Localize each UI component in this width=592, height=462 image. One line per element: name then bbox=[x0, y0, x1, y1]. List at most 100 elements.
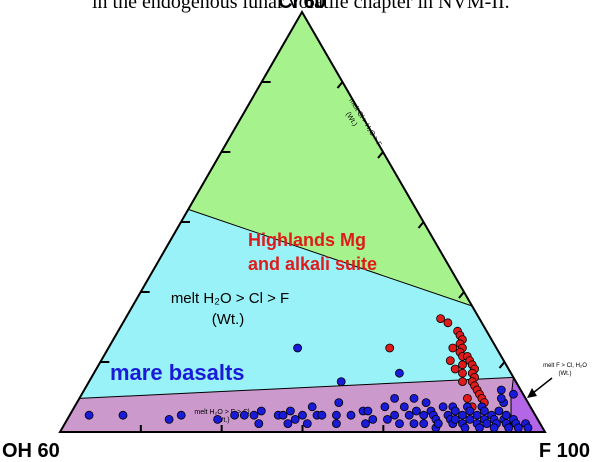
mare-basalt-data-point bbox=[307, 402, 317, 412]
mare-basalt-data-point bbox=[421, 398, 431, 408]
mare-basalt-data-point bbox=[254, 419, 264, 429]
mare-basalt-data-point bbox=[336, 377, 346, 387]
mare-basalt-data-point bbox=[501, 410, 511, 420]
vertex-label-top: Cl 60 bbox=[278, 0, 326, 13]
mare-basalt-data-point bbox=[368, 414, 378, 424]
mare-series-label: mare basalts bbox=[110, 360, 245, 385]
mare-basalt-data-point bbox=[390, 393, 400, 403]
mare-basalt-data-point bbox=[317, 410, 327, 420]
mare-basalt-data-point bbox=[433, 419, 443, 429]
mare-basalt-data-point bbox=[472, 410, 482, 420]
mare-basalt-data-point bbox=[298, 410, 307, 420]
h2o-cl-field-label: melt H₂O > Cl > F (Wt.) bbox=[171, 290, 289, 328]
tick-mark bbox=[498, 361, 506, 369]
mare-basalt-data-point bbox=[331, 419, 341, 429]
mare-basalt-data-point bbox=[475, 423, 484, 433]
vertex-label-right: F 100 bbox=[539, 440, 590, 462]
highlands-series-label: Highlands Mg and alkali suite bbox=[248, 230, 377, 274]
mare-basalt-data-point bbox=[450, 406, 460, 416]
mare-basalt-data-point bbox=[302, 419, 312, 429]
mare-basalt-data-point bbox=[283, 419, 293, 429]
mare-basalt-data-point bbox=[504, 423, 514, 433]
boundary-line bbox=[79, 376, 514, 399]
mare-basalt-data-point bbox=[285, 406, 295, 416]
f-field-label-line-1: melt F > Cl, H₂O bbox=[543, 363, 587, 369]
mare-basalt-data-point bbox=[84, 410, 94, 420]
mare-basalt-data-point bbox=[496, 385, 506, 395]
mare-basalt-data-point bbox=[409, 393, 419, 403]
mare-basalt-data-point bbox=[118, 410, 128, 420]
vertex-label-left: OH 60 bbox=[2, 440, 60, 462]
mare-basalt-data-point bbox=[419, 410, 429, 420]
h2o-cl-field-label-line-1: melt H₂O > Cl > F bbox=[171, 290, 289, 307]
mare-basalt-data-point bbox=[239, 410, 249, 420]
f-field-arrow bbox=[532, 377, 553, 394]
mare-basalt-data-point bbox=[334, 398, 344, 408]
h2o-f-field-label-line-1: melt H₂O > F > Cl bbox=[194, 409, 250, 416]
data-points-layer bbox=[84, 314, 533, 433]
mare-basalt-data-point bbox=[230, 410, 240, 420]
mare-basalt-data-point bbox=[390, 410, 400, 420]
mare-basalt-data-point bbox=[213, 414, 223, 424]
f-field-arrow-head bbox=[527, 388, 537, 398]
mare-basalt-data-point bbox=[458, 410, 467, 420]
tick-mark bbox=[377, 151, 384, 159]
mare-basalt-data-point bbox=[331, 410, 341, 420]
mare-basalt-data-point bbox=[411, 406, 421, 416]
mare-basalt-data-point bbox=[465, 406, 475, 416]
cl-field-region bbox=[188, 12, 473, 306]
highlands-data-point bbox=[436, 314, 446, 324]
h2o-cl-field-label-line-2: (Wt.) bbox=[212, 311, 244, 328]
h2o-cl-field-region bbox=[79, 209, 514, 399]
caption-text: in the endogenous lunar volatile chapter… bbox=[92, 0, 510, 13]
mare-basalt-data-point bbox=[496, 393, 506, 403]
mare-basalt-data-point bbox=[419, 419, 429, 429]
mare-basalt-data-point bbox=[176, 410, 186, 420]
f-field-label-line-2: (Wt.) bbox=[559, 371, 572, 377]
mare-basalt-data-point bbox=[363, 406, 373, 416]
tick-mark bbox=[417, 221, 425, 229]
mare-basalt-data-point bbox=[438, 402, 448, 412]
mare-basalt-data-point bbox=[399, 402, 409, 412]
highlands-data-point bbox=[462, 393, 472, 403]
mare-basalt-data-point bbox=[361, 419, 370, 429]
tick-mark bbox=[336, 81, 344, 89]
mare-basalt-data-point bbox=[395, 419, 404, 429]
highlands-data-point bbox=[458, 368, 467, 378]
mare-basalt-data-point bbox=[489, 423, 499, 433]
mare-basalt-data-point bbox=[404, 410, 414, 420]
mare-basalt-data-point bbox=[523, 423, 533, 433]
highlands-data-point bbox=[458, 360, 467, 370]
mare-basalt-data-point bbox=[164, 414, 174, 424]
mare-basalt-data-point bbox=[382, 414, 392, 424]
mare-basalt-data-point bbox=[482, 419, 492, 429]
mare-basalt-data-point bbox=[409, 419, 419, 429]
h2o-f-field-label-line-2: (Wt.) bbox=[214, 417, 229, 424]
mare-basalt-data-point bbox=[293, 343, 303, 353]
mare-basalt-data-point bbox=[394, 368, 404, 378]
mare-basalt-data-point bbox=[509, 389, 518, 399]
mare-basalt-data-point bbox=[479, 406, 489, 416]
mare-basalt-data-point bbox=[380, 402, 390, 412]
mare-basalt-data-point bbox=[249, 410, 259, 420]
highlands-data-point bbox=[443, 318, 453, 328]
mare-basalt-data-point bbox=[346, 410, 356, 420]
highlands-data-point bbox=[450, 364, 460, 374]
mare-basalt-data-point bbox=[465, 414, 475, 424]
mare-basalt-data-point bbox=[450, 414, 460, 424]
boundary-line bbox=[188, 208, 473, 307]
highlands-data-point bbox=[385, 343, 395, 353]
highlands-data-point bbox=[448, 343, 458, 353]
highlands-label-line-1: Highlands Mg bbox=[248, 230, 366, 250]
mare-basalt-data-point bbox=[290, 414, 300, 424]
highlands-data-point bbox=[458, 377, 467, 387]
highlands-data-point bbox=[445, 356, 455, 366]
mare-basalt-data-point bbox=[460, 423, 470, 433]
mare-basalt-data-point bbox=[513, 423, 523, 433]
mare-basalt-data-point bbox=[494, 406, 504, 416]
f-field-label: melt F > Cl, H₂O (Wt.) bbox=[527, 363, 587, 398]
mare-basalt-data-point bbox=[256, 406, 266, 416]
tick-mark bbox=[458, 291, 465, 299]
